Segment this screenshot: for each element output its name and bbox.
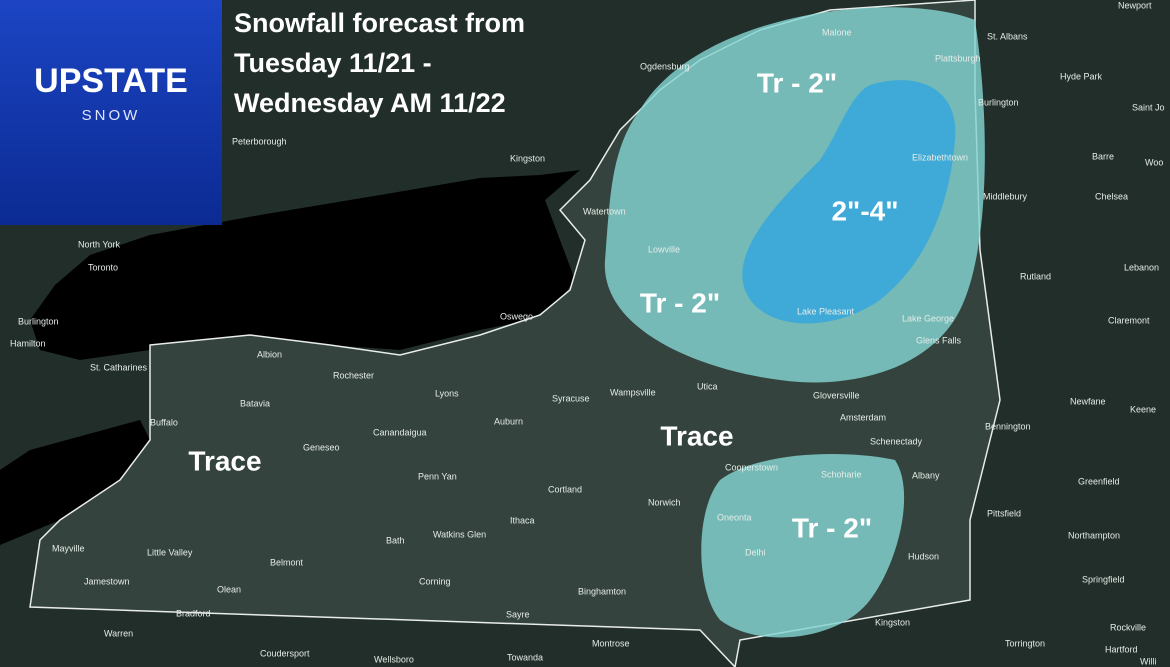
zone-label: Trace [660,420,733,451]
city-label: Auburn [494,416,523,426]
city-label: Toronto [88,262,118,272]
city-label: Gloversville [813,390,860,400]
city-label: Bennington [985,421,1031,431]
city-label: Hudson [908,551,939,561]
city-label: Burlington [978,97,1019,107]
city-label: Penn Yan [418,471,457,481]
city-label: Newport [1118,0,1152,10]
city-label: Peterborough [232,136,287,146]
city-label: Woo [1145,157,1163,167]
city-label: Lake Pleasant [797,306,855,316]
zone-label: Tr - 2" [792,512,872,543]
city-label: Schenectady [870,436,923,446]
city-label: Glens Falls [916,335,962,345]
city-label: Kingston [875,617,910,627]
city-label: Burlington [18,316,59,326]
city-label: Wampsville [610,387,656,397]
city-label: Newfane [1070,396,1106,406]
lake-ontario [30,170,580,360]
title-line: Snowfall forecast from [234,8,525,38]
city-label: Lowville [648,244,680,254]
city-label: Hamilton [10,338,46,348]
city-label: Oneonta [717,512,752,522]
city-label: Torrington [1005,638,1045,648]
city-label: Watertown [583,206,626,216]
logo-sub: SNOW [82,107,141,124]
city-label: Plattsburgh [935,53,981,63]
city-label: Belmont [270,557,304,567]
city-label: Amsterdam [840,412,886,422]
city-label: Pittsfield [987,508,1021,518]
city-label: Utica [697,381,718,391]
city-label: Northampton [1068,530,1120,540]
city-label: Buffalo [150,417,178,427]
city-label: Cooperstown [725,462,778,472]
city-label: Albany [912,470,940,480]
zone-heavy [742,80,956,324]
city-label: Barre [1092,151,1114,161]
city-label: Kingston [510,153,545,163]
logo-box [0,0,222,225]
lake-erie [0,420,150,545]
zone-label: Trace [188,445,261,476]
city-label: Schoharie [821,469,862,479]
city-label: Batavia [240,398,270,408]
city-label: Chelsea [1095,191,1128,201]
city-label: Malone [822,27,852,37]
city-label: Springfield [1082,574,1125,584]
zone-label: 2"-4" [831,195,898,226]
zone-label: Tr - 2" [640,287,720,318]
city-label: Binghamton [578,586,626,596]
city-label: St. Catharines [90,362,148,372]
city-label: Bath [386,535,405,545]
city-label: Geneseo [303,442,340,452]
city-label: Corning [419,576,451,586]
city-label: Elizabethtown [912,152,968,162]
city-label: Montrose [592,638,630,648]
title-line: Wednesday AM 11/22 [234,88,506,118]
city-label: Hyde Park [1060,71,1103,81]
city-label: Olean [217,584,241,594]
city-label: Claremont [1108,315,1150,325]
city-label: Keene [1130,404,1156,414]
city-label: Sayre [506,609,530,619]
title-line: Tuesday 11/21 - [234,48,432,78]
city-label: Little Valley [147,547,193,557]
city-label: St. Albans [987,31,1028,41]
city-label: Middlebury [983,191,1028,201]
city-label: Watkins Glen [433,529,486,539]
city-label: Wellsboro [374,654,414,664]
city-label: Cortland [548,484,582,494]
city-label: Coudersport [260,648,310,658]
city-label: Warren [104,628,133,638]
logo-brand: UPSTATE [34,62,188,100]
city-label: Hartford [1105,644,1138,654]
city-label: Rochester [333,370,374,380]
zone-light [701,454,905,638]
city-label: Oswego [500,311,533,321]
city-label: Bradford [176,608,211,618]
city-label: Jamestown [84,576,130,586]
city-label: Delhi [745,547,766,557]
city-label: Norwich [648,497,681,507]
city-label: Greenfield [1078,476,1120,486]
city-label: Mayville [52,543,85,553]
city-label: Rutland [1020,271,1051,281]
city-label: Rockville [1110,622,1146,632]
city-label: Albion [257,349,282,359]
city-label: North York [78,239,121,249]
city-label: Lebanon [1124,262,1159,272]
city-label: Lyons [435,388,459,398]
city-label: Ithaca [510,515,535,525]
city-label: Canandaigua [373,427,427,437]
city-label: Towanda [507,652,543,662]
city-label: Syracuse [552,393,590,403]
city-label: Ogdensburg [640,61,690,71]
zone-label: Tr - 2" [757,67,837,98]
city-label: Willi [1140,656,1157,666]
city-label: Saint Jo [1132,102,1165,112]
city-label: Lake George [902,313,954,323]
